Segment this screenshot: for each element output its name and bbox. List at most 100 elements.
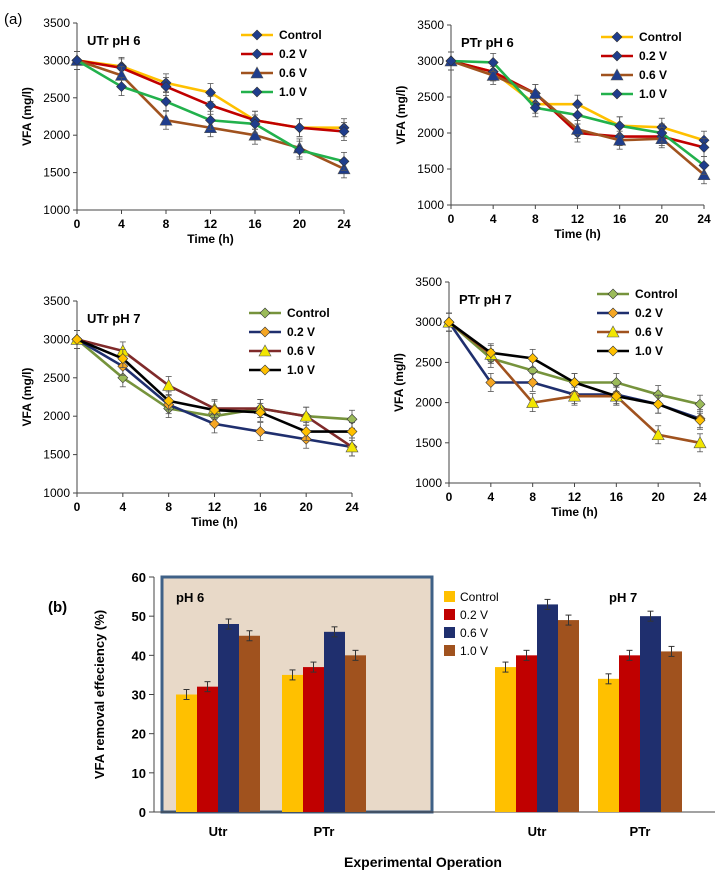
x-axis-title: Time (h) [187,232,233,246]
x-tick-label: 12 [208,500,222,514]
y-tick-label: 3500 [43,294,70,308]
data-point [610,390,622,402]
legend-label: 0.2 V [279,47,307,61]
bar-group-ptr: PTr [598,610,682,839]
legend-swatch [444,609,455,620]
y-tick-label: 30 [132,688,146,703]
legend-marker [259,364,271,376]
x-tick-label: 4 [119,500,126,514]
chart-title: PTr pH 6 [461,35,514,50]
legend-label: 1.0 V [635,344,663,358]
data-point [485,377,497,388]
x-tick-label: 20 [655,212,669,226]
data-point [693,436,707,449]
x-tick-label: 4 [118,217,125,231]
data-point [300,426,312,437]
legend-label: 0.6 V [460,626,488,640]
legend-label: 1.0 V [460,644,488,658]
series-1-0-v [445,51,710,175]
bar-chart: 0 10 20 30 40 50 60 VFA removal effeciency (%) E… [92,570,715,870]
legend-label: Control [279,28,322,42]
x-tick-label: 16 [610,490,624,504]
bar [537,604,558,812]
y-tick-label: 0 [139,805,146,820]
y-axis-title: VFA (mg/l) [20,87,34,146]
legend: Control 0.2 V 0.6 V 1.0 V [601,30,682,101]
data-point [249,118,261,130]
data-point [656,127,668,139]
data-point [209,404,220,416]
data-point [338,126,350,137]
legend-label: Control [635,287,678,301]
data-point [116,81,127,93]
y-tick-label: 2000 [43,409,70,423]
data-point [346,426,358,437]
data-point [694,414,706,426]
legend-marker [606,325,620,338]
series-0-2-v [443,312,706,429]
series-1-0-v [71,329,358,441]
y-tick-label: 1500 [43,448,70,462]
y-tick-label: 1000 [43,203,70,217]
data-point [163,395,175,407]
data-point [345,440,359,453]
data-point [294,144,305,156]
x-tick-label: 4 [487,490,494,504]
y-tick-label: 3500 [417,18,444,32]
series-1-0-v [71,51,350,171]
legend-label: 0.2 V [460,608,488,622]
y-tick-label: 3000 [43,332,70,346]
y-axis-title: VFA (mg/l) [392,353,406,412]
legend-marker [259,307,271,319]
y-tick-label: 1500 [415,436,442,450]
data-point [569,377,580,388]
x-tick-label: 8 [532,212,539,226]
legend-label: 1.0 V [279,85,307,99]
data-point [160,81,172,93]
legend-marker [611,31,623,43]
legend-marker [250,66,264,79]
y-tick-label: 3500 [43,16,70,30]
bar-group-ptr: PTr [282,626,366,839]
legend-label: 0.6 V [279,66,307,80]
legend: Control 0.2 V 0.6 V 1.0 V [249,306,330,377]
data-point [572,109,583,121]
bar [661,651,682,812]
y-axis-title: VFA (mg/l) [20,368,34,427]
data-point [159,113,173,126]
x-tick-label: 4 [490,212,497,226]
y-tick-label: 2000 [417,126,444,140]
x-tick-label: 16 [248,217,262,231]
data-point [209,418,220,430]
x-tick-label: 24 [693,490,707,504]
data-point [487,57,499,68]
chart-title: UTr pH 6 [87,33,140,48]
panel-a-label: (a) [4,11,22,28]
y-axis-title: VFA removal effeciency (%) [92,610,107,779]
data-point [205,114,216,126]
legend-swatch [444,645,455,656]
bar [239,635,260,812]
y-tick-label: 3000 [417,54,444,68]
bar [345,655,366,812]
data-point [652,398,664,410]
chart-title: UTr pH 7 [87,311,140,326]
bar-group-utr: Utr [176,618,260,839]
data-point [71,333,83,345]
category-label: PTr [630,824,651,839]
x-tick-label: 8 [163,217,170,231]
legend-label: 0.2 V [287,325,315,339]
x-tick-label: 20 [651,490,665,504]
data-point [254,426,266,437]
x-tick-label: 0 [448,212,455,226]
category-label: Utr [528,824,547,839]
legend-label: 1.0 V [287,363,315,377]
data-point [160,96,172,107]
data-point [526,395,540,408]
legend-marker [611,50,623,62]
group-label-ph7: pH 7 [609,590,637,605]
bar [558,620,579,812]
x-tick-label: 0 [74,500,81,514]
y-tick-label: 60 [132,570,146,585]
data-point [698,141,710,153]
